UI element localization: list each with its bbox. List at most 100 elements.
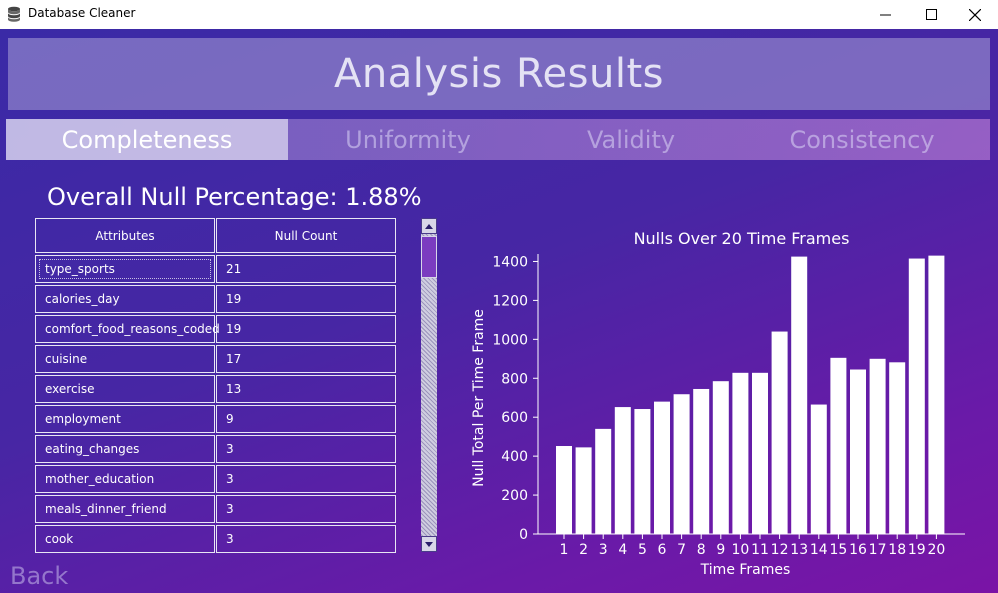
x-tick-label: 12 — [771, 542, 789, 558]
focus-outline — [39, 259, 211, 279]
x-tick-label: 13 — [790, 542, 808, 558]
bar — [791, 256, 808, 534]
attribute-cell[interactable]: meals_dinner_friend — [35, 495, 215, 523]
x-tick-label: 9 — [716, 542, 725, 558]
app-window: Analysis Results Completeness Uniformity… — [0, 29, 998, 593]
tab-uniformity[interactable]: Uniformity — [345, 125, 471, 154]
attribute-cell[interactable]: cuisine — [35, 345, 215, 373]
maximize-button[interactable] — [908, 0, 954, 29]
bar — [928, 255, 945, 535]
x-tick-label: 2 — [579, 542, 588, 558]
null-count-cell[interactable]: 3 — [216, 435, 396, 463]
scroll-down-button[interactable] — [421, 536, 437, 552]
page-title: Analysis Results — [334, 51, 664, 97]
null-count-cell[interactable]: 13 — [216, 375, 396, 403]
chart-title: Nulls Over 20 Time Frames — [634, 229, 850, 248]
database-icon — [7, 6, 21, 22]
y-tick-label: 0 — [519, 527, 528, 543]
null-count-cell[interactable]: 19 — [216, 285, 396, 313]
arrow-up-icon — [425, 223, 433, 229]
attribute-cell[interactable]: employment — [35, 405, 215, 433]
y-tick-label: 600 — [501, 410, 528, 426]
y-axis-label: Null Total Per Time Frame — [471, 309, 487, 487]
attribute-cell[interactable]: mother_education — [35, 465, 215, 493]
scroll-thumb[interactable] — [421, 236, 437, 278]
x-tick-label: 11 — [751, 542, 769, 558]
bar — [850, 369, 866, 534]
x-tick-label: 7 — [677, 542, 686, 558]
bar — [771, 331, 788, 534]
title-bar: Database Cleaner — [0, 0, 998, 29]
bar — [575, 447, 592, 534]
y-tick-label: 1200 — [492, 293, 528, 309]
x-tick-label: 1 — [560, 542, 569, 558]
close-button[interactable] — [952, 0, 998, 29]
column-header-attributes: Attributes — [35, 218, 215, 253]
bar — [556, 446, 572, 534]
y-tick-label: 400 — [501, 449, 528, 465]
window-title: Database Cleaner — [28, 6, 136, 20]
attribute-cell[interactable]: cook — [35, 525, 215, 553]
attribute-cell[interactable]: exercise — [35, 375, 215, 403]
tab-consistency[interactable]: Consistency — [789, 125, 935, 154]
x-tick-label: 3 — [599, 542, 608, 558]
x-tick-label: 4 — [618, 542, 627, 558]
bar — [595, 428, 612, 534]
tab-bar: Completeness Uniformity Validity Consist… — [6, 119, 990, 160]
x-tick-label: 14 — [810, 542, 828, 558]
null-count-cell[interactable]: 3 — [216, 495, 396, 523]
bar — [830, 357, 847, 534]
bar — [908, 258, 925, 534]
minimize-icon — [879, 14, 891, 16]
y-tick-label: 1000 — [492, 332, 528, 348]
attribute-cell[interactable]: calories_day — [35, 285, 215, 313]
x-tick-label: 16 — [849, 542, 867, 558]
y-tick-label: 200 — [501, 488, 528, 504]
bar — [889, 362, 906, 534]
x-tick-label: 15 — [829, 542, 847, 558]
x-tick-label: 6 — [658, 542, 667, 558]
y-tick-label: 800 — [501, 371, 528, 387]
bar — [810, 404, 827, 534]
x-tick-label: 19 — [908, 542, 926, 558]
x-tick-label: 10 — [731, 542, 749, 558]
maximize-icon — [925, 9, 937, 20]
minimize-button[interactable] — [862, 0, 908, 29]
bar — [752, 372, 768, 534]
null-count-cell[interactable]: 9 — [216, 405, 396, 433]
x-tick-label: 17 — [869, 542, 887, 558]
null-count-cell[interactable]: 3 — [216, 465, 396, 493]
bar — [869, 358, 886, 534]
back-button[interactable]: Back — [10, 562, 69, 590]
scroll-up-button[interactable] — [421, 218, 437, 234]
column-header-null-count: Null Count — [216, 218, 396, 253]
null-count-cell[interactable]: 17 — [216, 345, 396, 373]
attribute-cell[interactable]: eating_changes — [35, 435, 215, 463]
x-tick-label: 8 — [697, 542, 706, 558]
table-scrollbar[interactable] — [421, 218, 437, 552]
bar — [673, 394, 690, 534]
bar — [654, 401, 670, 534]
null-count-cell[interactable]: 21 — [216, 255, 396, 283]
overall-null-percentage: Overall Null Percentage: 1.88% — [47, 183, 422, 211]
bar — [693, 388, 710, 534]
attribute-cell[interactable]: type_sports — [35, 255, 215, 283]
bar — [712, 381, 729, 534]
header-banner: Analysis Results — [8, 38, 990, 110]
null-count-cell[interactable]: 19 — [216, 315, 396, 343]
x-tick-label: 20 — [927, 542, 945, 558]
y-tick-label: 1400 — [492, 254, 528, 270]
bar — [614, 407, 631, 534]
x-tick-label: 5 — [638, 542, 647, 558]
bar — [634, 409, 651, 534]
tab-validity[interactable]: Validity — [586, 125, 676, 154]
arrow-down-icon — [425, 541, 433, 547]
close-icon — [969, 8, 981, 21]
tab-completeness[interactable]: Completeness — [6, 119, 288, 160]
null-count-cell[interactable]: 3 — [216, 525, 396, 553]
nulls-bar-chart: Nulls Over 20 Time Frames 0 200 400 600 800 10… — [471, 229, 965, 578]
bar — [732, 372, 749, 534]
x-tick-label: 18 — [888, 542, 906, 558]
x-axis-label: Time Frames — [700, 562, 791, 578]
attribute-cell[interactable]: comfort_food_reasons_coded — [35, 315, 220, 343]
